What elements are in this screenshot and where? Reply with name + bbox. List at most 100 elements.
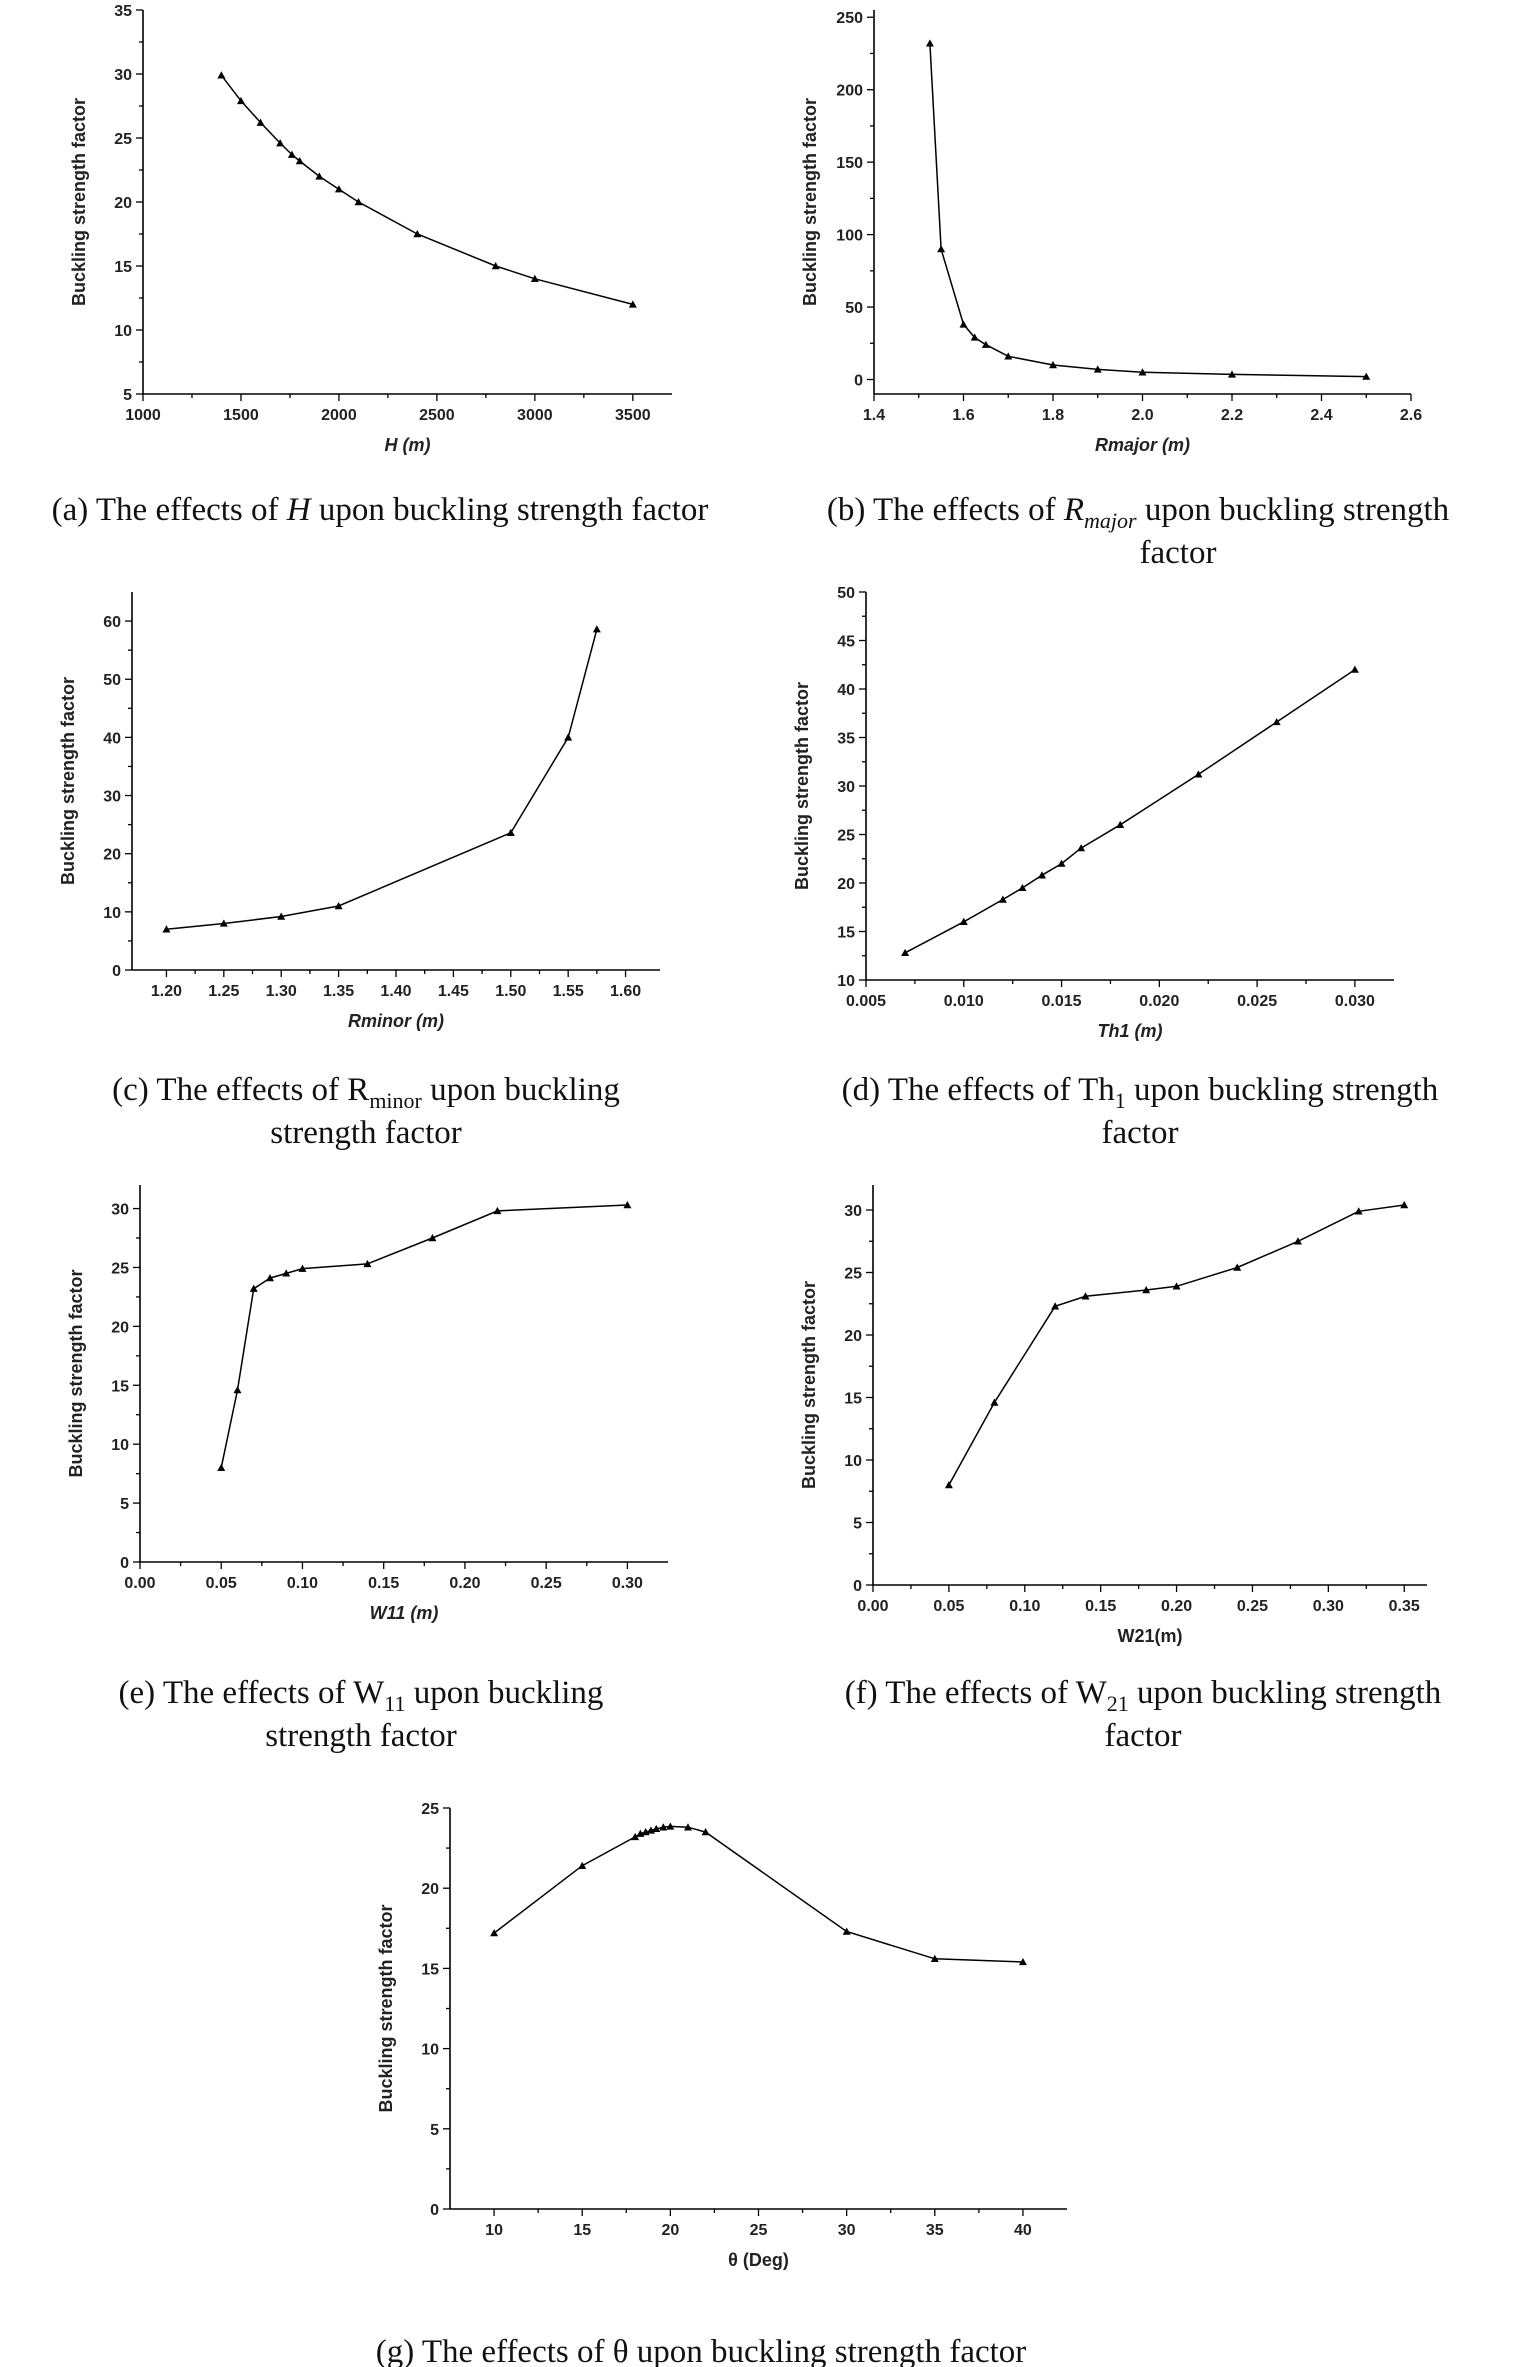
data-point: [490, 1929, 499, 1937]
data-point: [1400, 1201, 1409, 1209]
x-tick-label: 0.25: [1237, 1598, 1268, 1615]
y-tick-label: 0: [854, 373, 863, 390]
y-tick-label: 5: [120, 1496, 129, 1513]
data-point: [937, 245, 946, 253]
y-tick-label: 15: [111, 1378, 129, 1395]
data-point: [1138, 368, 1147, 376]
data-point: [315, 172, 324, 180]
y-tick-label: 30: [114, 67, 132, 84]
y-tick-label: 50: [103, 672, 121, 689]
series-line: [904, 668, 1356, 954]
data-point: [217, 1463, 226, 1471]
caption-text: upon buckling strength: [1126, 1072, 1439, 1108]
y-tick-label: 30: [837, 779, 855, 796]
caption-subscript: 21: [1107, 1691, 1129, 1716]
y-tick-label: 20: [421, 1881, 439, 1898]
chart-b: 0 50 100 150 200 250 1.4 1.6 1.8 2.0 2.2 2.4 2.6 Rmaj…: [800, 10, 1450, 571]
data-point: [628, 300, 637, 308]
x-tick-label: 0.20: [1161, 1598, 1192, 1615]
data-point: [842, 1927, 851, 1935]
caption-text: (d) The effects of Th: [842, 1072, 1116, 1108]
caption-text: (f) The effects of W: [845, 1675, 1108, 1711]
caption: (c) The effects of Rminor upon buckling: [112, 1072, 620, 1113]
y-tick-label: 35: [114, 3, 132, 20]
x-tick-label: 1.6: [952, 407, 974, 424]
y-tick-label: 250: [836, 10, 863, 27]
data-point: [334, 902, 343, 910]
data-point: [998, 895, 1007, 903]
caption: (g) The effects of θ upon buckling stren…: [376, 2334, 1027, 2367]
data-point: [564, 733, 573, 741]
caption-line2: strength factor: [265, 1718, 457, 1754]
data-point: [623, 1201, 632, 1209]
data-point: [506, 828, 515, 836]
series-line: [220, 1204, 628, 1468]
data-point: [930, 1954, 939, 1962]
data-point: [1293, 1237, 1302, 1245]
y-tick-label: 25: [837, 828, 855, 845]
x-tick-label: 0.030: [1335, 993, 1375, 1010]
data-point: [1354, 1207, 1363, 1215]
x-tick-label: 1.35: [323, 983, 354, 1000]
y-tick-label: 20: [837, 876, 855, 893]
data-point: [970, 333, 979, 341]
x-tick-label: 0.10: [1009, 1598, 1040, 1615]
caption-symbol: H: [286, 492, 313, 528]
data-point: [683, 1823, 692, 1831]
data-point: [1093, 365, 1102, 373]
x-tick-label: 2.6: [1400, 407, 1422, 424]
x-tick-label: 0.05: [206, 1575, 237, 1592]
caption-line2: strength factor: [270, 1115, 462, 1151]
caption: (d) The effects of Th1 upon buckling str…: [842, 1072, 1439, 1113]
y-tick-label: 5: [123, 387, 132, 404]
y-tick-label: 40: [837, 682, 855, 699]
data-point: [219, 919, 228, 927]
y-tick-label: 0: [430, 2202, 439, 2219]
x-tick-label: 1.25: [208, 983, 239, 1000]
chart-c: 0 10 20 30 40 50 60 1.20 1.25 1.30 1.35 1.40 1.45 1.5…: [58, 592, 660, 1151]
y-tick-label: 15: [421, 1961, 439, 1978]
x-tick-label: 2000: [321, 407, 357, 424]
caption-subscript: major: [1084, 508, 1137, 533]
y-tick-label: 15: [114, 259, 132, 276]
data-point: [276, 139, 285, 147]
data-point: [666, 1822, 675, 1830]
y-tick-label: 25: [114, 131, 132, 148]
y-tick-label: 20: [103, 847, 121, 864]
x-tick-label: 40: [1014, 2222, 1032, 2239]
y-tick-label: 20: [111, 1319, 129, 1336]
x-tick-label: 20: [661, 2222, 679, 2239]
y-tick-label: 15: [837, 925, 855, 942]
caption-symbol: R: [1063, 492, 1084, 528]
x-tick-label: 0.25: [531, 1575, 562, 1592]
caption-text: upon buckling: [422, 1072, 620, 1108]
x-axis-label: H (m): [385, 435, 431, 455]
x-tick-label: 0.005: [846, 993, 886, 1010]
data-point: [901, 948, 910, 957]
data-point: [162, 925, 171, 933]
y-tick-label: 10: [111, 1437, 129, 1454]
x-tick-label: 1.40: [380, 983, 411, 1000]
data-point: [1004, 352, 1013, 360]
data-point: [413, 230, 422, 238]
caption-text: upon buckling: [405, 1675, 603, 1711]
x-axis-label: W11 (m): [370, 1603, 439, 1623]
x-tick-label: 0.05: [933, 1598, 964, 1615]
x-tick-label: 10: [485, 2222, 503, 2239]
y-tick-label: 0: [853, 1578, 862, 1595]
x-tick-label: 0.010: [944, 993, 984, 1010]
data-point: [1233, 1263, 1242, 1271]
data-point: [334, 185, 343, 193]
caption-subscript: 1: [1115, 1088, 1126, 1113]
caption-line2: factor: [1105, 1718, 1182, 1754]
y-tick-label: 200: [836, 83, 863, 100]
data-point: [298, 1264, 307, 1272]
y-tick-label: 50: [845, 300, 863, 317]
y-axis-label: Buckling strength factor: [69, 98, 89, 306]
x-tick-label: 0.15: [1085, 1598, 1116, 1615]
data-point: [578, 1861, 587, 1869]
x-tick-label: 15: [573, 2222, 591, 2239]
caption-subscript: 11: [384, 1691, 405, 1716]
caption-text: (a) The effects of: [52, 492, 287, 528]
